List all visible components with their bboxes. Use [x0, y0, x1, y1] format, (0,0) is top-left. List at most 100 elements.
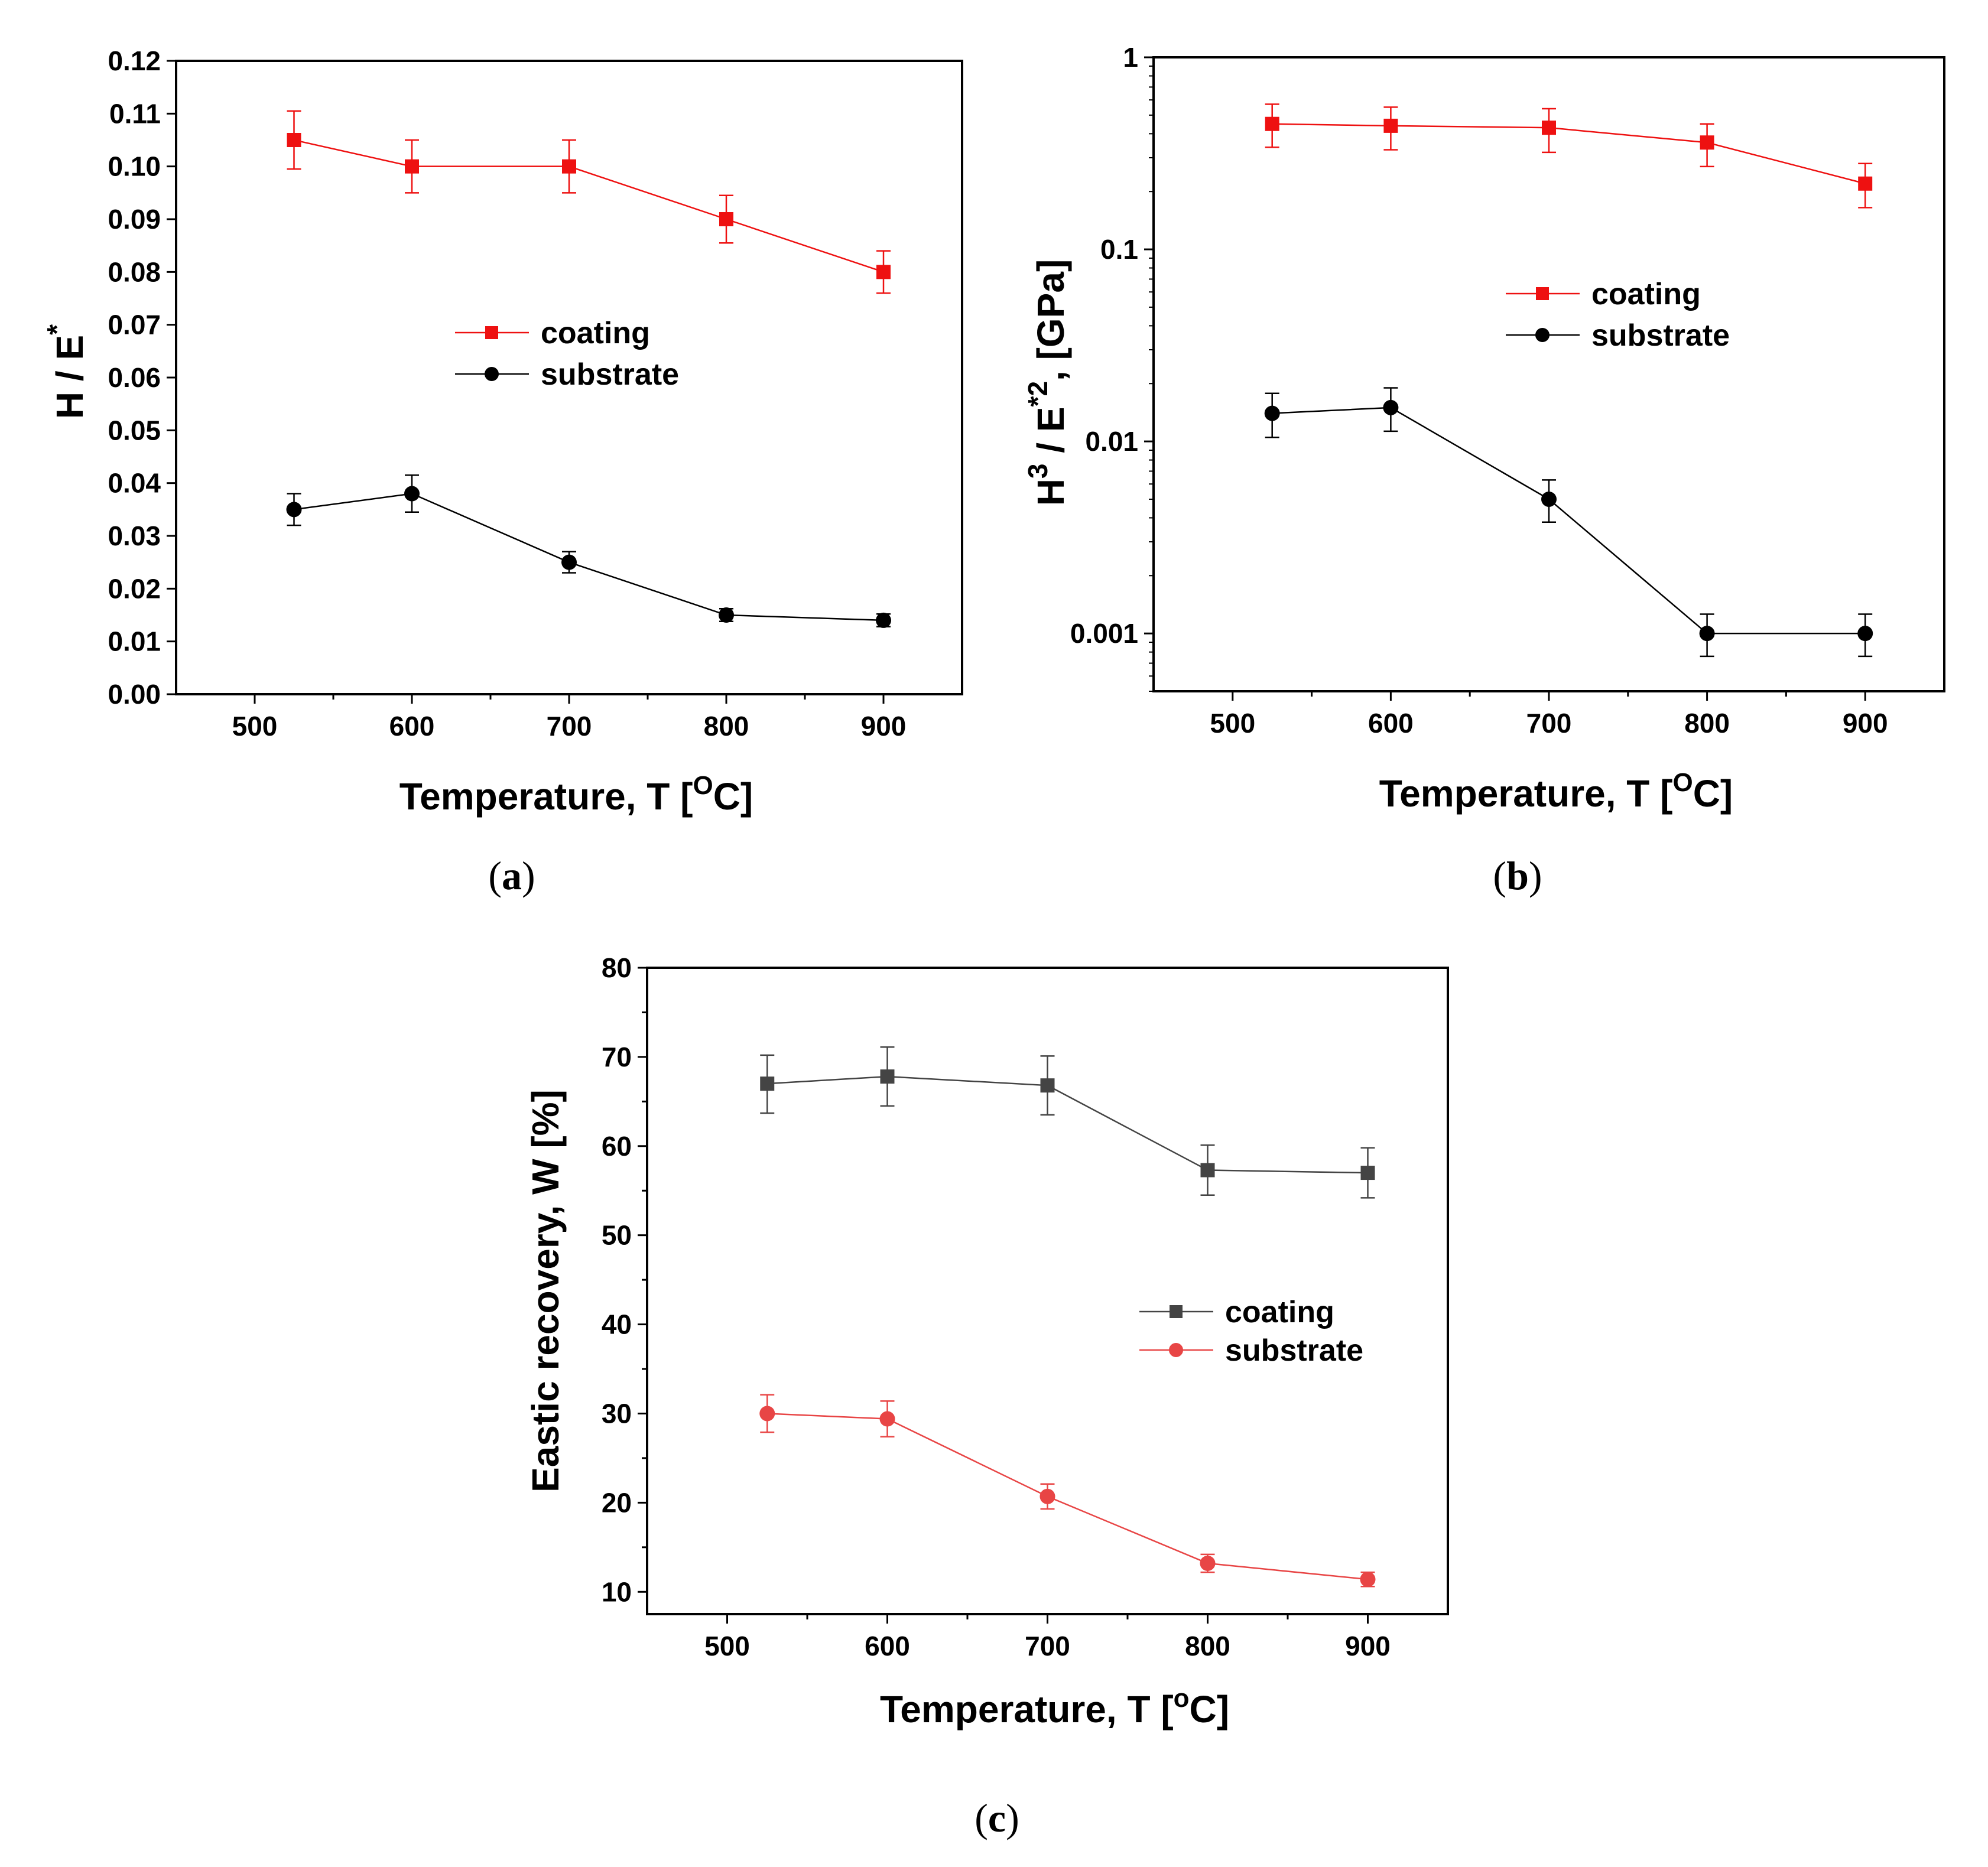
series-line: [1272, 406, 1866, 635]
caption-paren: (: [488, 853, 502, 898]
panel-c: 500 600 700 800 900 10 20 30 40 50 60 70 80 coating su…: [524, 952, 1449, 1840]
data-point: [562, 159, 576, 174]
y-axis-label: Eastic recovery, W [%]: [524, 1089, 567, 1492]
data-point: [287, 133, 301, 147]
data-point: [1200, 1163, 1215, 1178]
y-axis-label-end: , [GPa]: [1029, 259, 1072, 381]
y-tick-label: 0.001: [1070, 618, 1138, 649]
data-point: [880, 1069, 895, 1084]
data-point: [719, 607, 734, 623]
data-point: [561, 554, 577, 570]
y-tick-label: 70: [602, 1042, 632, 1072]
series-line: [1272, 123, 1866, 184]
y-tick-label: 0.01: [108, 626, 161, 657]
x-tick-label: 800: [1684, 708, 1730, 739]
series-substrate: [1264, 387, 1873, 658]
legend: coating substrate: [455, 316, 679, 392]
data-point: [1360, 1166, 1375, 1180]
caption-letter: c: [988, 1796, 1006, 1840]
x-tick-label: 700: [1526, 708, 1572, 739]
data-point: [1265, 116, 1279, 131]
x-tick-label: 900: [1345, 1631, 1391, 1661]
y-axis-label-text: H: [1029, 479, 1072, 506]
legend-marker: [1535, 328, 1550, 342]
y-tick-label: 50: [602, 1220, 632, 1251]
legend-marker: [1536, 287, 1549, 300]
y-axis-label-mid: / E: [1029, 406, 1072, 463]
caption-paren: (: [974, 1796, 988, 1840]
y-tick-label: 40: [602, 1309, 632, 1340]
x-tick-label: 500: [232, 711, 278, 741]
data-point: [1383, 399, 1399, 415]
x-axis-label-sup: o: [1174, 1684, 1190, 1713]
x-axis-label-sup: O: [693, 771, 713, 800]
x-axis-label-text: Temperature, T [: [399, 775, 693, 818]
x-axis-label-end: C]: [1693, 772, 1733, 815]
y-tick-label: 0.05: [108, 415, 161, 445]
legend-label: substrate: [541, 357, 679, 392]
legend: coating substrate: [1139, 1295, 1363, 1368]
data-point: [404, 486, 420, 502]
caption-letter: b: [1506, 853, 1529, 898]
series-line: [767, 1075, 1368, 1174]
panel-b: 500 600 700 800 900 0.001 0.01 0.1 1 coating subst…: [1022, 42, 1945, 898]
x-tick-label: 600: [1368, 708, 1414, 739]
y-tick-label: 20: [602, 1487, 632, 1518]
y-tick-label: 0.06: [108, 362, 161, 393]
series-coating: [1265, 103, 1873, 209]
y-tick-label: 0.12: [108, 45, 161, 76]
data-point: [876, 265, 891, 279]
data-point: [879, 1411, 895, 1427]
legend-marker: [1169, 1343, 1183, 1357]
y-axis-label-text: H / E: [48, 335, 91, 419]
data-point: [1200, 1555, 1216, 1571]
series-line: [294, 493, 884, 622]
x-axis-label-sup: O: [1672, 768, 1693, 797]
x-tick-label: 600: [389, 711, 435, 741]
panel-caption: (a): [488, 853, 535, 898]
y-tick-label: 0.03: [108, 521, 161, 551]
legend-label: coating: [541, 316, 650, 350]
y-tick-label: 0.08: [108, 256, 161, 287]
y-tick-label: 0.10: [108, 151, 161, 182]
x-axis-label-end: C]: [1190, 1688, 1230, 1731]
y-tick-label: 0.07: [108, 310, 161, 340]
data-point: [1858, 176, 1873, 191]
y-tick-label: 0.00: [108, 679, 161, 710]
panel-caption: (c): [974, 1796, 1019, 1840]
y-tick-label: 80: [602, 952, 632, 983]
series-substrate: [286, 474, 891, 628]
panel-caption: (b): [1493, 853, 1542, 898]
x-tick-label: 800: [1185, 1631, 1230, 1661]
legend-label: substrate: [1591, 318, 1730, 353]
data-point: [876, 612, 891, 628]
data-point: [759, 1406, 775, 1422]
y-tick-label: 0.11: [109, 98, 161, 129]
y-tick-label: 10: [602, 1576, 632, 1607]
data-point: [1040, 1078, 1055, 1093]
series-coating: [287, 110, 891, 294]
data-point: [1541, 491, 1557, 507]
series-coating: [760, 1046, 1375, 1199]
data-point: [1700, 135, 1714, 150]
y-tick-label: 0.09: [108, 204, 161, 235]
y-tick-label: 0.02: [108, 573, 161, 604]
caption-letter: a: [502, 853, 522, 898]
caption-paren: ): [1529, 853, 1542, 898]
x-tick-label: 900: [861, 711, 907, 741]
legend-label: substrate: [1225, 1333, 1363, 1368]
data-point: [286, 502, 302, 518]
data-point: [1264, 405, 1280, 421]
y-tick-label: 0.1: [1100, 234, 1138, 265]
y-tick-label: 0.04: [108, 468, 161, 499]
y-axis-label: H / E*: [41, 324, 91, 419]
series-line: [767, 1413, 1368, 1580]
legend-label: coating: [1225, 1295, 1334, 1329]
y-axis-label-sup2: *2: [1022, 381, 1053, 406]
y-axis-label-sup: 3: [1022, 463, 1053, 479]
y-tick-label: 30: [602, 1398, 632, 1429]
data-point: [1857, 626, 1873, 642]
x-axis-label: Temperature, T [oC]: [880, 1684, 1229, 1731]
x-axis-label-end: C]: [713, 775, 753, 818]
y-axis-label: H3 / E*2, [GPa]: [1022, 259, 1072, 506]
